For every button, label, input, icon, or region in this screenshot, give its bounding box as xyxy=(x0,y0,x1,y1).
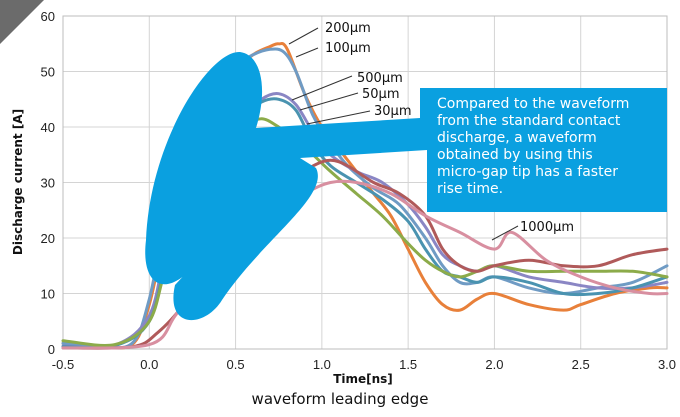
label-50um: 50µm xyxy=(362,87,399,102)
label-100um: 100µm xyxy=(325,41,371,56)
leader-1000um xyxy=(491,225,519,241)
x-tick-label: -0.5 xyxy=(52,357,74,372)
y-tick-label: 30 xyxy=(41,176,55,191)
leader-50um xyxy=(299,92,359,111)
y-tick-label: 0 xyxy=(48,342,55,357)
leader-30um xyxy=(306,110,371,125)
x-tick-label: 2.5 xyxy=(572,357,590,372)
label-200um: 200µm xyxy=(325,21,371,36)
callout-note: Compared to the waveform from the standa… xyxy=(437,96,634,197)
y-tick-label: 50 xyxy=(41,65,55,80)
y-tick-label: 60 xyxy=(41,9,55,24)
y-tick-label: 40 xyxy=(41,120,55,135)
x-tick-labels: -0.5 0.0 0.5 1.0 1.5 2.0 2.5 3.0 xyxy=(52,357,676,372)
corner-tab xyxy=(0,0,44,44)
callout-bubble-shape xyxy=(145,51,667,321)
label-30um: 30µm xyxy=(374,104,411,119)
x-tick-label: 1.0 xyxy=(313,357,331,372)
y-tick-labels: 0 10 20 30 40 50 60 xyxy=(41,9,55,357)
y-tick-label: 10 xyxy=(41,287,55,302)
chart-caption: waveform leading edge xyxy=(252,390,429,408)
x-tick-label: 1.5 xyxy=(399,357,417,372)
label-1000um: 1000µm xyxy=(520,220,574,235)
leader-100um xyxy=(295,47,319,58)
leader-200um xyxy=(288,27,319,45)
y-axis-title: Discharge current [A] xyxy=(11,109,25,255)
x-tick-label: 0.0 xyxy=(140,357,158,372)
x-tick-label: 2.0 xyxy=(485,357,503,372)
y-tick-label: 20 xyxy=(41,231,55,246)
series-labels: 200µm 100µm 500µm 50µm 30µm 1000µm xyxy=(288,21,574,241)
label-500um: 500µm xyxy=(357,71,403,86)
x-axis-title: Time[ns] xyxy=(333,372,393,386)
x-tick-label: 3.0 xyxy=(658,357,676,372)
x-tick-label: 0.5 xyxy=(227,357,245,372)
leader-500um xyxy=(291,75,353,101)
callout-overlay: Compared to the waveform from the standa… xyxy=(145,51,667,321)
